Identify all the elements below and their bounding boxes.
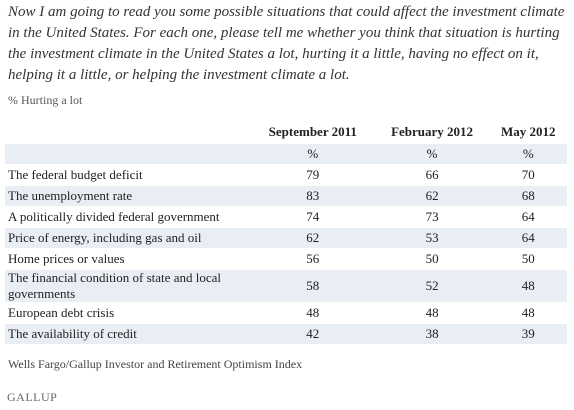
data-row: The availability of credit 42 38 39 (5, 323, 567, 345)
cell-value: 64 (489, 227, 567, 249)
row-label: The availability of credit (5, 323, 251, 345)
units-row: %%% (5, 144, 567, 165)
data-row: Home prices or values 56 50 50 (5, 248, 567, 270)
cell-value: 53 (374, 227, 490, 249)
brand: GALLUP (7, 390, 58, 404)
cell-value: 52 (374, 269, 490, 303)
unit: % (489, 144, 567, 165)
units-label (5, 144, 251, 165)
results-table: September 2011 February 2012 May 2012 %%% T… (5, 120, 567, 345)
row-label: The federal budget deficit (5, 164, 251, 186)
row-label: Home prices or values (5, 248, 251, 270)
cell-value: 38 (374, 323, 490, 345)
question: Now I am going to read you some possible… (8, 4, 565, 83)
corner (5, 120, 251, 144)
header-row: September 2011 February 2012 May 2012 (5, 120, 567, 144)
source: Wells Fargo/Gallup Investor and Retireme… (8, 357, 303, 371)
cell-value: 62 (251, 227, 375, 249)
unit: % (251, 144, 375, 165)
unit: % (374, 144, 490, 165)
cell-value: 73 (374, 206, 490, 228)
cell-value: 50 (489, 248, 567, 270)
cell-value: 83 (251, 185, 375, 207)
cell-value: 50 (374, 248, 490, 270)
row-label: The unemployment rate (5, 185, 251, 207)
column-header: February 2012 (391, 124, 474, 139)
row-label: A politically divided federal government (5, 206, 251, 228)
cell-value: 48 (251, 302, 375, 324)
data-row: European debt crisis 48 48 48 (5, 302, 567, 324)
column-header: May 2012 (501, 124, 556, 139)
cell-value: 66 (374, 164, 490, 186)
cell-value: 48 (489, 302, 567, 324)
cell-value: 79 (251, 164, 375, 186)
cell-value: 64 (489, 206, 567, 228)
cell-value: 58 (251, 269, 375, 303)
table-body: %%% The federal budget deficit 79 66 70 The u… (5, 144, 567, 345)
data-row: A politically divided federal government… (5, 206, 567, 228)
data-row: The financial condition of state and loc… (5, 269, 567, 303)
row-label: Price of energy, including gas and oil (5, 227, 251, 249)
cell-value: 48 (374, 302, 490, 324)
cell-value: 56 (251, 248, 375, 270)
data-row: The federal budget deficit 79 66 70 (5, 164, 567, 186)
cell-value: 39 (489, 323, 567, 345)
cell-value: 62 (374, 185, 490, 207)
row-label: The financial condition of state and loc… (5, 269, 251, 303)
column-header: September 2011 (268, 124, 357, 139)
cell-value: 42 (251, 323, 375, 345)
cell-value: 70 (489, 164, 567, 186)
cell-value: 74 (251, 206, 375, 228)
data-row: Price of energy, including gas and oil 62… (5, 227, 567, 249)
cell-value: 48 (489, 269, 567, 303)
subtitle: % Hurting a lot (8, 93, 83, 107)
data-row: The unemployment rate 83 62 68 (5, 185, 567, 207)
cell-value: 68 (489, 185, 567, 207)
row-label: European debt crisis (5, 302, 251, 324)
